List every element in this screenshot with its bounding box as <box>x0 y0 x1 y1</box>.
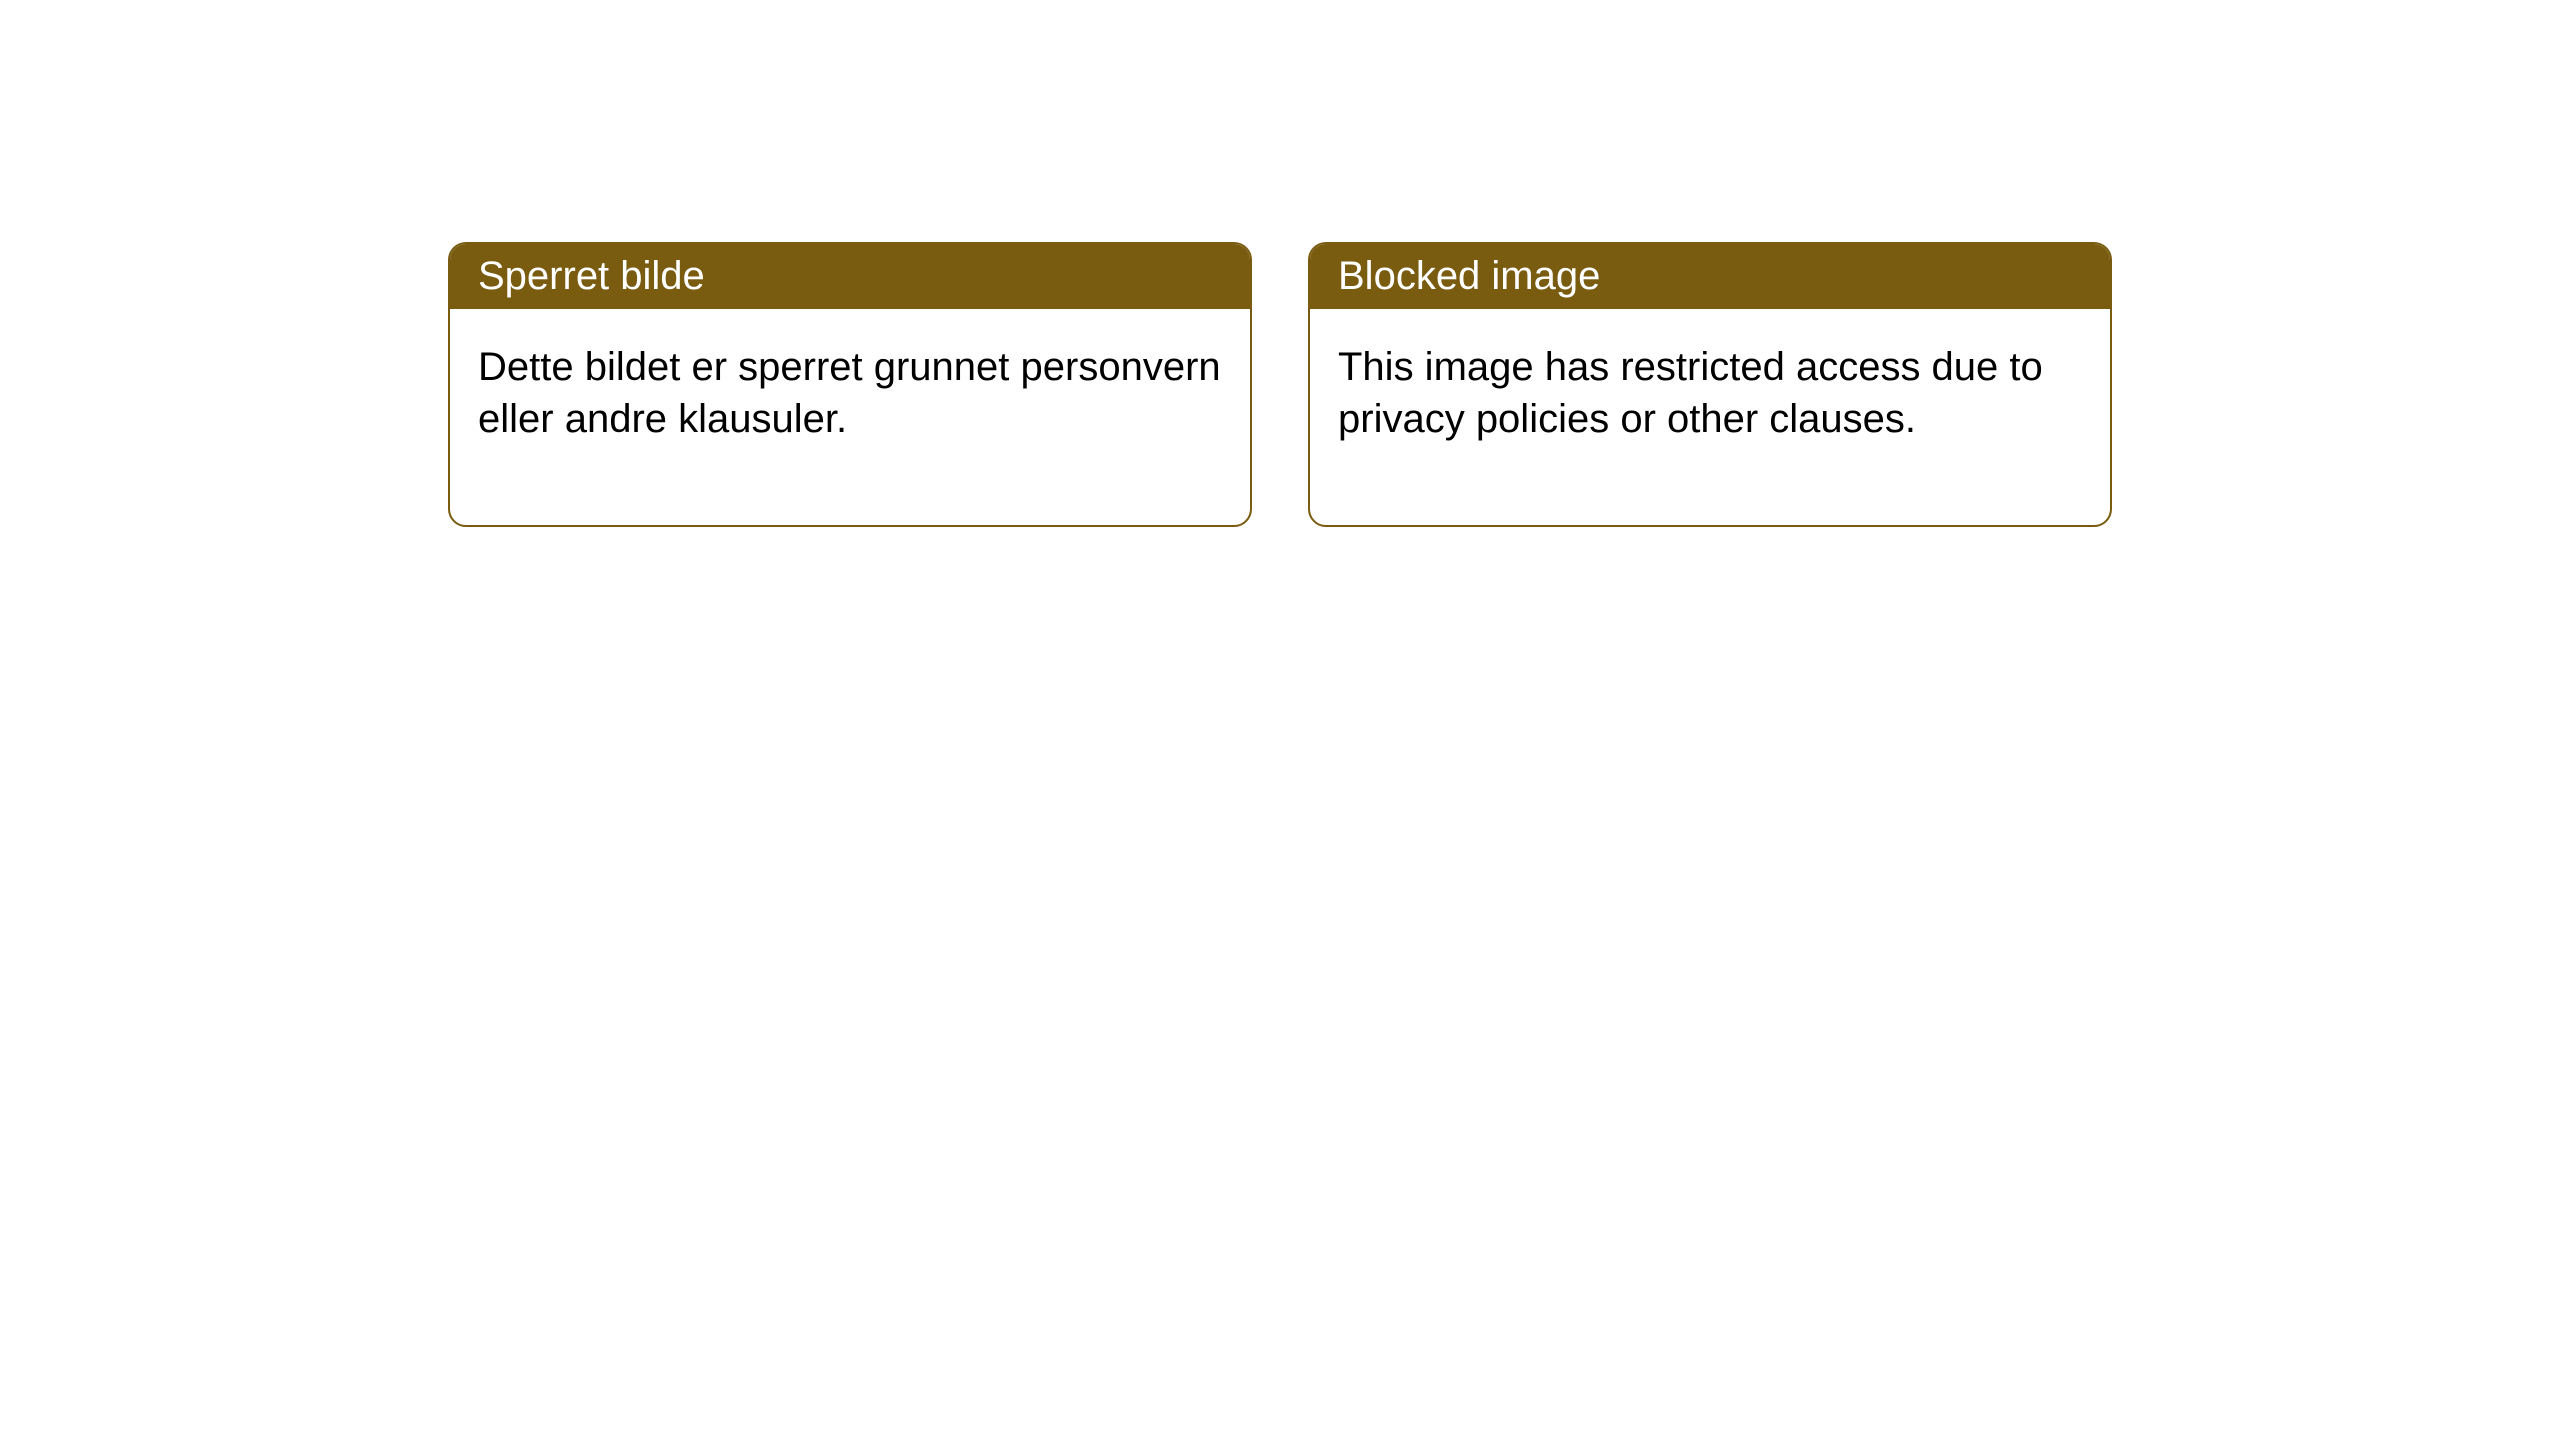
card-title: Sperret bilde <box>478 254 705 298</box>
card-body-text: This image has restricted access due to … <box>1338 345 2043 441</box>
card-body: Dette bildet er sperret grunnet personve… <box>450 309 1250 525</box>
card-header: Sperret bilde <box>450 244 1250 309</box>
card-title: Blocked image <box>1338 254 1600 298</box>
card-body: This image has restricted access due to … <box>1310 309 2110 525</box>
card-body-text: Dette bildet er sperret grunnet personve… <box>478 345 1221 441</box>
notice-container: Sperret bilde Dette bildet er sperret gr… <box>0 0 2560 527</box>
card-header: Blocked image <box>1310 244 2110 309</box>
notice-card-norwegian: Sperret bilde Dette bildet er sperret gr… <box>448 242 1252 527</box>
notice-card-english: Blocked image This image has restricted … <box>1308 242 2112 527</box>
